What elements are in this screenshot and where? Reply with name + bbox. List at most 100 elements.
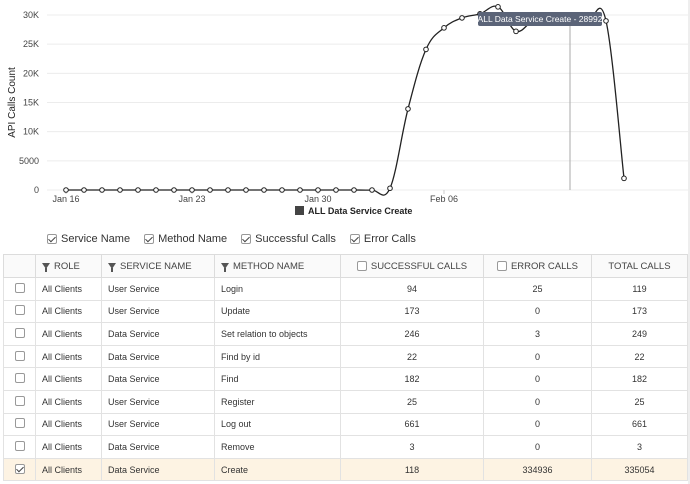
row-select-cell[interactable] [3,344,36,369]
data-point[interactable] [513,28,519,35]
filter-icon[interactable] [42,262,50,272]
service-cell: User Service [101,412,215,437]
data-point[interactable] [459,15,465,21]
service-cell: Data Service [101,322,215,346]
data-point[interactable] [81,187,87,193]
row-checkbox[interactable] [14,350,25,361]
data-point[interactable] [603,18,609,24]
checkbox[interactable] [349,234,360,244]
data-point[interactable] [315,187,321,193]
row-select-cell[interactable] [3,299,36,324]
total-cell: 335054 [591,457,688,482]
successful-cell: 94 [340,277,484,301]
total-cell: 22 [591,344,688,369]
header-label: TOTAL CALLS [608,260,671,272]
table-row[interactable]: All Clients User Service Update 173 0 173 [3,299,688,324]
total-column-header[interactable]: TOTAL CALLS [591,254,688,278]
data-point[interactable] [297,187,303,193]
table-row[interactable]: All Clients Data Service Remove 3 0 3 [3,435,688,459]
row-checkbox[interactable] [14,395,25,406]
data-point[interactable] [423,46,429,53]
row-checkbox[interactable] [14,327,25,338]
service-cell: Data Service [101,457,215,482]
data-point[interactable] [243,187,249,193]
data-point[interactable] [135,187,141,193]
row-checkbox[interactable] [14,305,25,316]
y-tick-label: 0 [34,185,39,195]
y-tick-label: 15K [23,98,39,108]
role-column-header[interactable]: ROLE [35,254,102,278]
checkbox[interactable] [47,234,57,244]
data-point[interactable] [189,187,195,193]
row-checkbox[interactable] [14,440,25,451]
row-select-cell[interactable] [3,412,36,437]
data-point[interactable] [171,187,177,193]
row-select-cell[interactable] [3,435,36,459]
row-checkbox[interactable] [14,373,25,384]
method-column-header[interactable]: METHOD NAME [214,254,341,278]
checkbox[interactable] [496,260,507,271]
toggle-label: Error Calls [363,233,416,245]
toggle-method-name[interactable]: Method Name [144,233,227,245]
data-point[interactable] [117,187,123,193]
table-row[interactable]: All Clients Data Service Find by id 22 0 22 [3,344,688,369]
role-cell: All Clients [35,389,102,414]
y-tick-label: 5000 [19,156,39,166]
error-cell: 3 [483,322,592,346]
service-cell: User Service [101,389,215,414]
data-point[interactable] [207,187,213,193]
data-point[interactable] [63,187,69,193]
data-point[interactable] [405,106,411,112]
table-row[interactable]: All Clients Data Service Find 182 0 182 [3,367,688,391]
checkbox[interactable] [144,234,155,244]
data-point[interactable] [387,185,393,192]
data-point[interactable] [369,187,375,193]
row-checkbox[interactable] [14,418,25,429]
row-checkbox[interactable] [14,463,25,474]
row-checkbox[interactable] [14,282,25,293]
column-toggle-group: Service Name Method Name Successful Call… [47,233,416,245]
service-column-header[interactable]: SERVICE NAME [101,254,215,278]
method-cell: Update [214,299,341,324]
row-select-cell[interactable] [3,277,36,301]
table-row[interactable]: All Clients Data Service Create 118 334936 33… [3,457,688,482]
error-column-header[interactable]: ERROR CALLS [483,254,592,278]
filter-icon[interactable] [221,262,229,272]
data-point[interactable] [153,187,159,193]
table-row[interactable]: All Clients User Service Login 94 25 119 [3,277,688,301]
checkbox[interactable] [241,234,252,244]
method-cell: Remove [214,435,341,459]
tooltip-box [478,12,602,26]
data-point[interactable] [495,4,501,10]
table-row[interactable]: All Clients User Service Log out 661 0 661 [3,412,688,437]
filter-icon[interactable] [108,262,116,272]
row-select-cell[interactable] [3,322,36,346]
toggle-successful-calls[interactable]: Successful Calls [241,233,336,245]
data-point[interactable] [333,187,339,193]
header-label: SUCCESSFUL CALLS [370,260,468,272]
successful-cell: 661 [340,412,484,437]
data-point[interactable] [279,187,285,193]
role-cell: All Clients [35,299,102,324]
data-point[interactable] [621,175,627,182]
data-point[interactable] [261,187,267,193]
checkbox[interactable] [356,260,367,271]
successful-column-header[interactable]: SUCCESSFUL CALLS [340,254,484,278]
data-point[interactable] [351,187,357,193]
row-select-cell[interactable] [3,367,36,391]
method-cell: Find by id [214,344,341,369]
scroll-edge [688,0,690,484]
table-row[interactable]: All Clients User Service Register 25 0 25 [3,389,688,414]
row-select-cell[interactable] [3,389,36,414]
toggle-error-calls[interactable]: Error Calls [349,233,416,245]
data-point[interactable] [225,187,231,193]
data-point[interactable] [441,25,447,31]
select-column-header [3,254,36,278]
data-point[interactable] [99,187,105,193]
row-select-cell[interactable] [3,457,36,482]
role-cell: All Clients [35,367,102,391]
table-row[interactable]: All Clients Data Service Set relation to o… [3,322,688,346]
toggle-service-name[interactable]: Service Name [47,233,130,245]
successful-cell: 3 [340,435,484,459]
toggle-label: Method Name [158,233,228,245]
